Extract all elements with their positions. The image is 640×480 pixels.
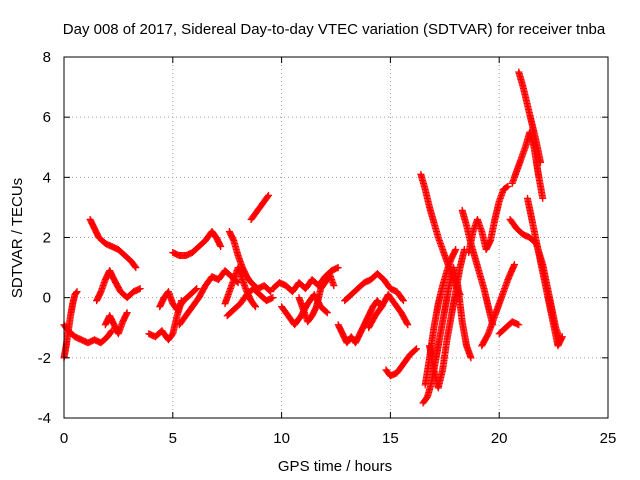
data-point bbox=[399, 297, 407, 305]
data-point bbox=[72, 289, 80, 297]
data-layer bbox=[60, 68, 566, 407]
data-point bbox=[269, 294, 277, 302]
data-point bbox=[558, 333, 566, 341]
x-axis-label: GPS time / hours bbox=[278, 458, 392, 475]
series-tnba-sat-19 bbox=[365, 291, 412, 332]
data-point bbox=[467, 354, 475, 362]
series-tnba-sat-4 bbox=[93, 267, 144, 305]
series-tnba-sat-12 bbox=[225, 227, 275, 296]
series-tnba-sat-8 bbox=[169, 227, 225, 260]
data-point bbox=[217, 243, 225, 251]
x-tick-label: 20 bbox=[491, 430, 508, 447]
y-tick-label: 0 bbox=[43, 290, 51, 307]
data-point bbox=[452, 246, 460, 254]
x-tick-label: 5 bbox=[169, 430, 177, 447]
series-tnba-sat-7 bbox=[156, 285, 201, 314]
series-tnba-sat-3 bbox=[86, 215, 140, 272]
series-tnba-sat-16 bbox=[295, 270, 338, 326]
series-tnba-sat-2 bbox=[60, 321, 116, 347]
series-tnba-sat-26 bbox=[465, 182, 512, 257]
data-point bbox=[504, 182, 512, 190]
chart-title: Day 008 of 2017, Sidereal Day-to-day VTE… bbox=[63, 21, 606, 38]
series-tnba-sat-17 bbox=[334, 297, 386, 347]
data-point bbox=[413, 345, 421, 353]
data-point bbox=[193, 285, 201, 293]
data-point bbox=[539, 194, 547, 202]
data-point bbox=[264, 193, 272, 201]
y-tick-label: 8 bbox=[43, 49, 51, 66]
data-point bbox=[132, 264, 140, 272]
x-tick-label: 10 bbox=[273, 430, 290, 447]
data-point bbox=[131, 262, 139, 270]
series-tnba-sat-13 bbox=[247, 191, 273, 223]
data-point bbox=[323, 309, 331, 317]
data-point bbox=[403, 319, 411, 327]
series-tnba-sat-5 bbox=[101, 309, 131, 338]
y-tick-label: -4 bbox=[38, 410, 51, 427]
data-point bbox=[192, 286, 200, 294]
data-point bbox=[399, 295, 407, 303]
y-tick-label: -2 bbox=[38, 350, 51, 367]
data-point bbox=[334, 264, 342, 272]
data-point bbox=[537, 158, 545, 166]
data-point bbox=[510, 261, 518, 269]
data-point bbox=[411, 346, 419, 354]
data-point bbox=[107, 328, 115, 336]
series-tnba-sat-14 bbox=[269, 264, 342, 296]
series-tnba-sat-18 bbox=[341, 270, 407, 305]
data-point bbox=[404, 321, 412, 329]
data-point bbox=[136, 285, 144, 293]
series-tnba-sat-27 bbox=[478, 261, 518, 350]
series-tnba-sat-24 bbox=[426, 246, 468, 392]
x-tick-label: 0 bbox=[60, 430, 68, 447]
x-tick-label: 25 bbox=[600, 430, 617, 447]
y-axis-label: SDTVAR / TECUs bbox=[9, 178, 26, 298]
data-point bbox=[503, 183, 511, 191]
series-tnba-sat-28 bbox=[495, 318, 523, 338]
y-tick-label: 6 bbox=[43, 109, 51, 126]
data-point bbox=[123, 309, 131, 317]
series-tnba-sat-30 bbox=[515, 68, 545, 166]
series-tnba-sat-32 bbox=[523, 194, 566, 350]
y-tick-label: 2 bbox=[43, 230, 51, 247]
data-point bbox=[515, 321, 523, 329]
data-point bbox=[265, 191, 273, 199]
data-point bbox=[322, 308, 330, 316]
data-point bbox=[251, 303, 259, 311]
data-point bbox=[251, 301, 259, 309]
grid-layer bbox=[64, 57, 608, 418]
series-tnba-sat-23 bbox=[421, 246, 460, 389]
x-tick-label: 15 bbox=[382, 430, 399, 447]
data-point bbox=[330, 282, 338, 290]
data-point bbox=[73, 288, 81, 296]
series-tnba-sat-20 bbox=[382, 345, 421, 380]
axis-layer: 0 5 10 15 20 25 -4 -2 0 2 4 6 8 bbox=[38, 49, 617, 447]
y-tick-label: 4 bbox=[43, 169, 51, 186]
